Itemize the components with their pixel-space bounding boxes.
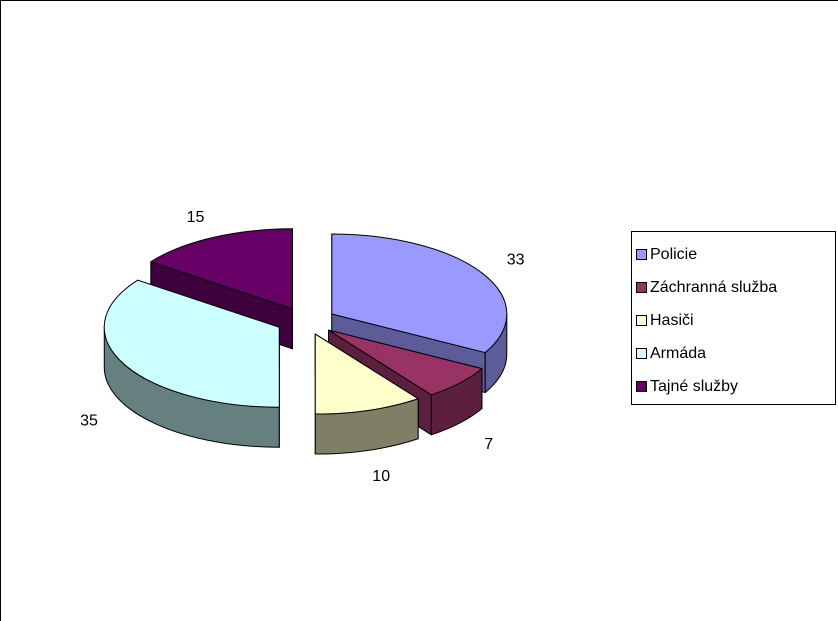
legend-label-3: Armáda	[650, 344, 707, 362]
legend-swatch-3	[636, 348, 647, 359]
legend-item-4: Tajné služby	[636, 370, 835, 403]
legend-item-0: Policie	[636, 238, 835, 271]
pie-chart: 33 7 10 35 15	[80, 209, 525, 485]
legend-swatch-1	[636, 282, 647, 293]
data-label-0: 33	[507, 252, 525, 269]
data-label-3: 35	[80, 413, 98, 430]
legend-label-2: Hasiči	[650, 311, 694, 329]
legend-label-4: Tajné služby	[650, 377, 739, 395]
pie-slice-3	[103, 279, 280, 448]
legend-item-1: Záchranná služba	[636, 271, 835, 304]
legend-swatch-2	[636, 315, 647, 326]
pie-slice-4-top	[150, 228, 293, 310]
pie-slice-3-top	[103, 279, 280, 408]
data-label-4: 15	[187, 209, 205, 226]
legend-item-3: Armáda	[636, 337, 835, 370]
legend-item-2: Hasiči	[636, 304, 835, 337]
legend-swatch-0	[636, 249, 647, 260]
data-label-1: 7	[484, 436, 493, 453]
legend-label-0: Policie	[650, 245, 698, 263]
pie-slice-2	[314, 333, 419, 455]
pie-slice-2-top	[314, 333, 419, 415]
data-label-2: 10	[372, 468, 390, 485]
pie-slice-0-top	[331, 233, 508, 354]
legend-swatch-4	[636, 381, 647, 392]
pie-slice-1-top	[328, 329, 483, 396]
chart-legend: Policie Záchranná služba Hasiči Armáda Tajné…	[631, 231, 836, 405]
legend-label-1: Záchranná služba	[650, 278, 778, 296]
